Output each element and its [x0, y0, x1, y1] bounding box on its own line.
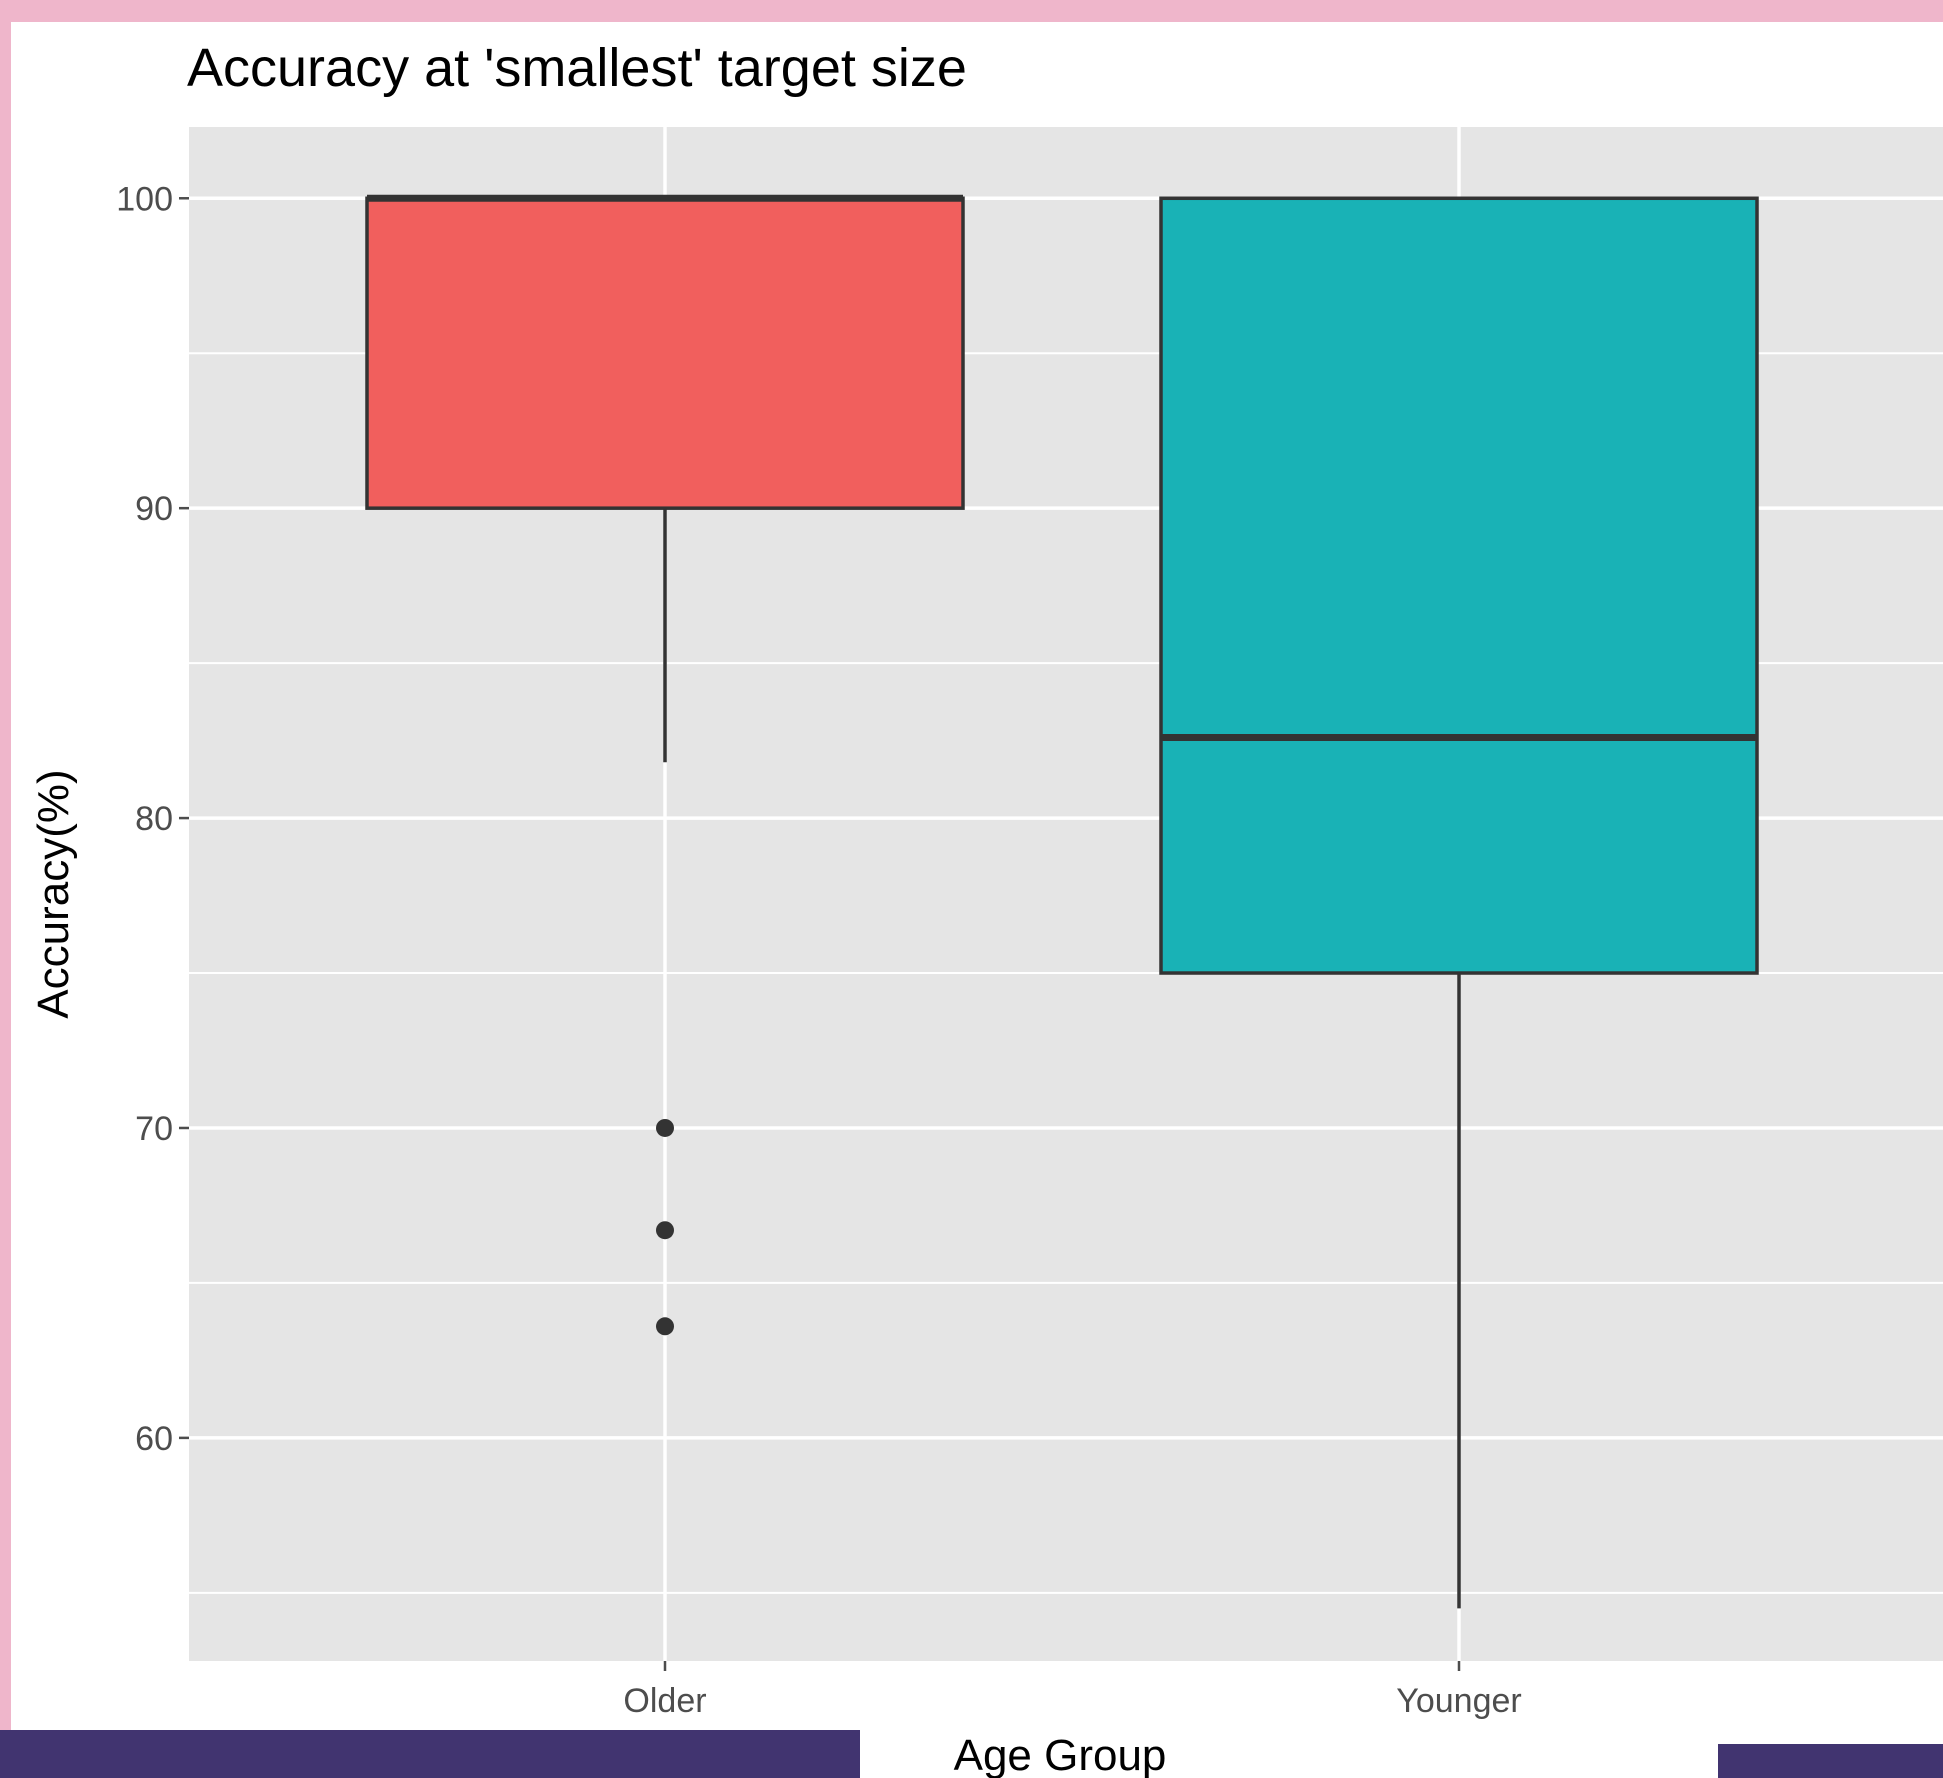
- x-axis-title: Age Group: [954, 1731, 1167, 1778]
- outlier-point: [656, 1221, 674, 1240]
- outlier-point: [656, 1317, 674, 1336]
- outlier-point: [656, 1118, 674, 1137]
- bottom-band-right: [1718, 1744, 1943, 1778]
- y-axis-ticks: 60 70 80 90 100: [116, 180, 189, 1458]
- top-border: [0, 0, 1943, 22]
- iqr-box: [1159, 196, 1759, 975]
- bottom-band-left: [0, 1730, 860, 1778]
- boxes: [365, 194, 1759, 1609]
- left-border: [0, 0, 11, 1778]
- y-tick-label: 70: [135, 1110, 173, 1148]
- chart-title: Accuracy at 'smallest' target size: [187, 38, 967, 98]
- x-tick-label: Younger: [1396, 1682, 1521, 1720]
- y-tick-label: 60: [135, 1420, 173, 1458]
- y-tick-label: 80: [135, 800, 173, 838]
- box-older: [365, 194, 965, 1336]
- y-tick-label: 90: [135, 490, 173, 528]
- box-younger: [1159, 196, 1759, 1609]
- iqr-box: [365, 196, 965, 510]
- y-tick-label: 100: [116, 180, 173, 218]
- x-tick-label: Older: [623, 1682, 706, 1720]
- x-axis-ticks: Older Younger: [623, 1661, 1522, 1720]
- y-axis-title: Accuracy(%): [29, 769, 78, 1018]
